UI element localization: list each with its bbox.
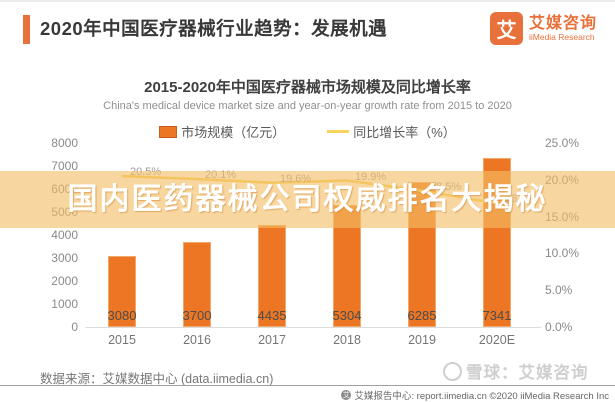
iimedia-logo: 艾 艾媒咨询 iiMedia Research xyxy=(489,12,597,45)
chart-subtitle: China's medical device market size and y… xyxy=(103,100,512,112)
footer-divider xyxy=(0,385,615,386)
bar xyxy=(108,256,136,327)
legend-label: 市场规模（亿元） xyxy=(181,125,286,140)
data-source: 数据来源：艾媒数据中心 (data.iimedia.cn) xyxy=(40,372,274,386)
bar xyxy=(258,225,286,327)
header: 2020年中国医疗器械行业趋势：发展机遇 艾 艾媒咨询 iiMedia Rese… xyxy=(0,12,615,52)
iimedia-badge-icon: 艾 xyxy=(341,390,352,400)
legend-label: 同比增长率（%） xyxy=(353,125,456,140)
secondary-axis-tick: 5.0% xyxy=(545,283,573,298)
iimedia-logo-icon: 艾 xyxy=(489,12,523,45)
bar-swatch-icon xyxy=(159,125,178,138)
y-axis-tick: 8000 xyxy=(51,136,78,150)
page-title: 2020年中国医疗器械行业趋势：发展机遇 xyxy=(40,18,388,39)
y-axis-tick: 0 xyxy=(71,320,78,334)
y-axis-tick: 2000 xyxy=(51,274,78,288)
bar-value-label: 5304 xyxy=(332,308,362,323)
secondary-axis-tick: 25.0% xyxy=(545,136,580,150)
x-axis-label: 2015 xyxy=(108,333,136,347)
y-axis-tick: 4000 xyxy=(51,228,78,242)
xueqiu-logo-icon xyxy=(443,361,462,381)
social-watermark: 雪球：艾媒咨询 xyxy=(443,359,589,383)
x-axis-label: 2016 xyxy=(183,333,211,347)
bar-value-label: 4435 xyxy=(257,308,287,323)
logo-text: 艾媒咨询 iiMedia Research xyxy=(529,15,597,42)
chart-legend: 市场规模（亿元） 同比增长率（%） xyxy=(0,122,615,141)
y-axis-tick: 7000 xyxy=(51,159,78,173)
report-credit-text: 艾媒报告中心: report.iimedia.cn ©2020 iiMedia … xyxy=(354,391,609,402)
bar-value-label: 6285 xyxy=(407,308,437,323)
x-axis-label: 2020E xyxy=(478,333,516,347)
bar xyxy=(183,242,211,327)
y-axis-tick: 3000 xyxy=(51,251,78,265)
x-axis-line xyxy=(85,327,541,328)
secondary-axis-tick: 10.0% xyxy=(545,246,580,261)
x-axis-label: 2019 xyxy=(408,333,436,347)
x-axis-label: 2018 xyxy=(333,333,361,347)
bar-value-label: 3700 xyxy=(182,308,212,323)
watermark-banner: 国内医药器械公司权威排名大揭秘 xyxy=(0,171,615,228)
growth-line-svg xyxy=(121,174,498,205)
legend-item-market-size: 市场规模（亿元） xyxy=(159,122,285,141)
chart-title: 2015-2020年中国医疗器械市场规模及同比增长率 xyxy=(144,79,471,96)
social-watermark-text: 雪球：艾媒咨询 xyxy=(466,364,589,382)
bar-value-label: 7341 xyxy=(482,308,512,323)
secondary-axis-tick: 0.0% xyxy=(545,320,573,334)
top-border xyxy=(0,0,615,2)
legend-item-growth-rate: 同比增长率（%） xyxy=(327,122,456,141)
line-swatch-icon xyxy=(327,130,350,133)
logo-brand-en: iiMedia Research xyxy=(528,31,595,42)
x-axis-label: 2017 xyxy=(258,333,286,347)
logo-brand-cn: 艾媒咨询 xyxy=(528,15,597,33)
header-accent-bar xyxy=(23,15,30,44)
bar-value-label: 3080 xyxy=(107,308,137,323)
y-axis-tick: 1000 xyxy=(51,297,78,311)
plot-area: 0100020003000400050006000700080000.0%5.0… xyxy=(0,136,615,350)
report-credit: 艾 艾媒报告中心: report.iimedia.cn ©2020 iiMedi… xyxy=(341,388,609,402)
watermark-banner-text: 国内医药器械公司权威排名大揭秘 xyxy=(67,183,548,216)
